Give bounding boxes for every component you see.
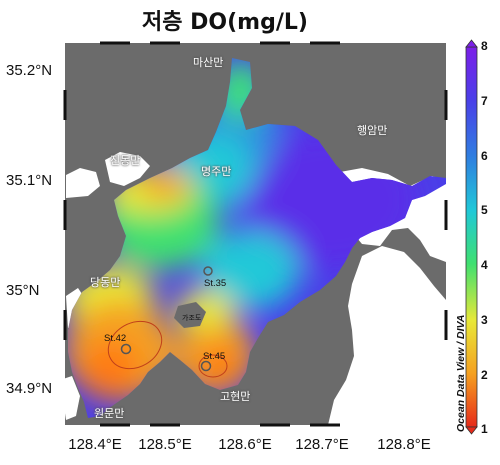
colorbar-tick-6: 6 xyxy=(481,149,488,163)
station-45-marker xyxy=(200,360,212,372)
place-jindong-bay: 진동만 xyxy=(110,155,141,167)
place-wonmun-bay: 원문만 xyxy=(94,408,125,420)
place-gohyeon-bay: 고현만 xyxy=(220,391,251,403)
lat-label-35: 35°N xyxy=(6,282,40,299)
place-haengam-bay: 행암만 xyxy=(357,125,388,137)
frame-ticks xyxy=(63,41,448,427)
colorbar-tick-8: 8 xyxy=(481,39,488,53)
lon-label-128-5: 128.5°E xyxy=(138,436,192,453)
station-45-label: St.45 xyxy=(203,351,226,362)
island-gajodo-label: 가조도 xyxy=(182,315,202,322)
colorbar-tick-1: 1 xyxy=(481,422,488,436)
map-title: 저층 DO(mg/L) xyxy=(142,10,308,35)
lon-label-128-6: 128.6°E xyxy=(218,436,272,453)
low-do-contours xyxy=(107,320,228,378)
colorbar-tick-7: 7 xyxy=(481,94,488,108)
station-42-label: St.42 xyxy=(104,333,127,344)
lat-label-35-1: 35.1°N xyxy=(6,172,53,189)
colorbar-tick-4: 4 xyxy=(481,258,488,272)
station-42-marker xyxy=(120,343,132,355)
lon-label-128-7: 128.7°E xyxy=(295,436,349,453)
station-35-marker xyxy=(203,266,213,276)
station-35-label: St.35 xyxy=(204,278,227,289)
place-masan-bay: 마산만 xyxy=(193,57,224,69)
colorbar xyxy=(465,46,478,428)
lon-label-128-8: 128.8°E xyxy=(377,436,431,453)
colorbar-tick-5: 5 xyxy=(481,203,488,217)
lon-label-128-4: 128.4°E xyxy=(68,436,122,453)
colorbar-tick-2: 2 xyxy=(481,368,488,382)
lat-label-34-9: 34.9°N xyxy=(6,380,53,397)
colorbar-tick-3: 3 xyxy=(481,313,488,327)
station-markers xyxy=(120,266,213,372)
ocean-data-view-credit: Ocean Data View / DIVA xyxy=(455,314,467,432)
lat-label-35-2: 35.2°N xyxy=(6,62,53,79)
place-myeongju-bay: 명주만 xyxy=(201,166,232,178)
place-dangdong-bay: 당동만 xyxy=(90,277,121,289)
